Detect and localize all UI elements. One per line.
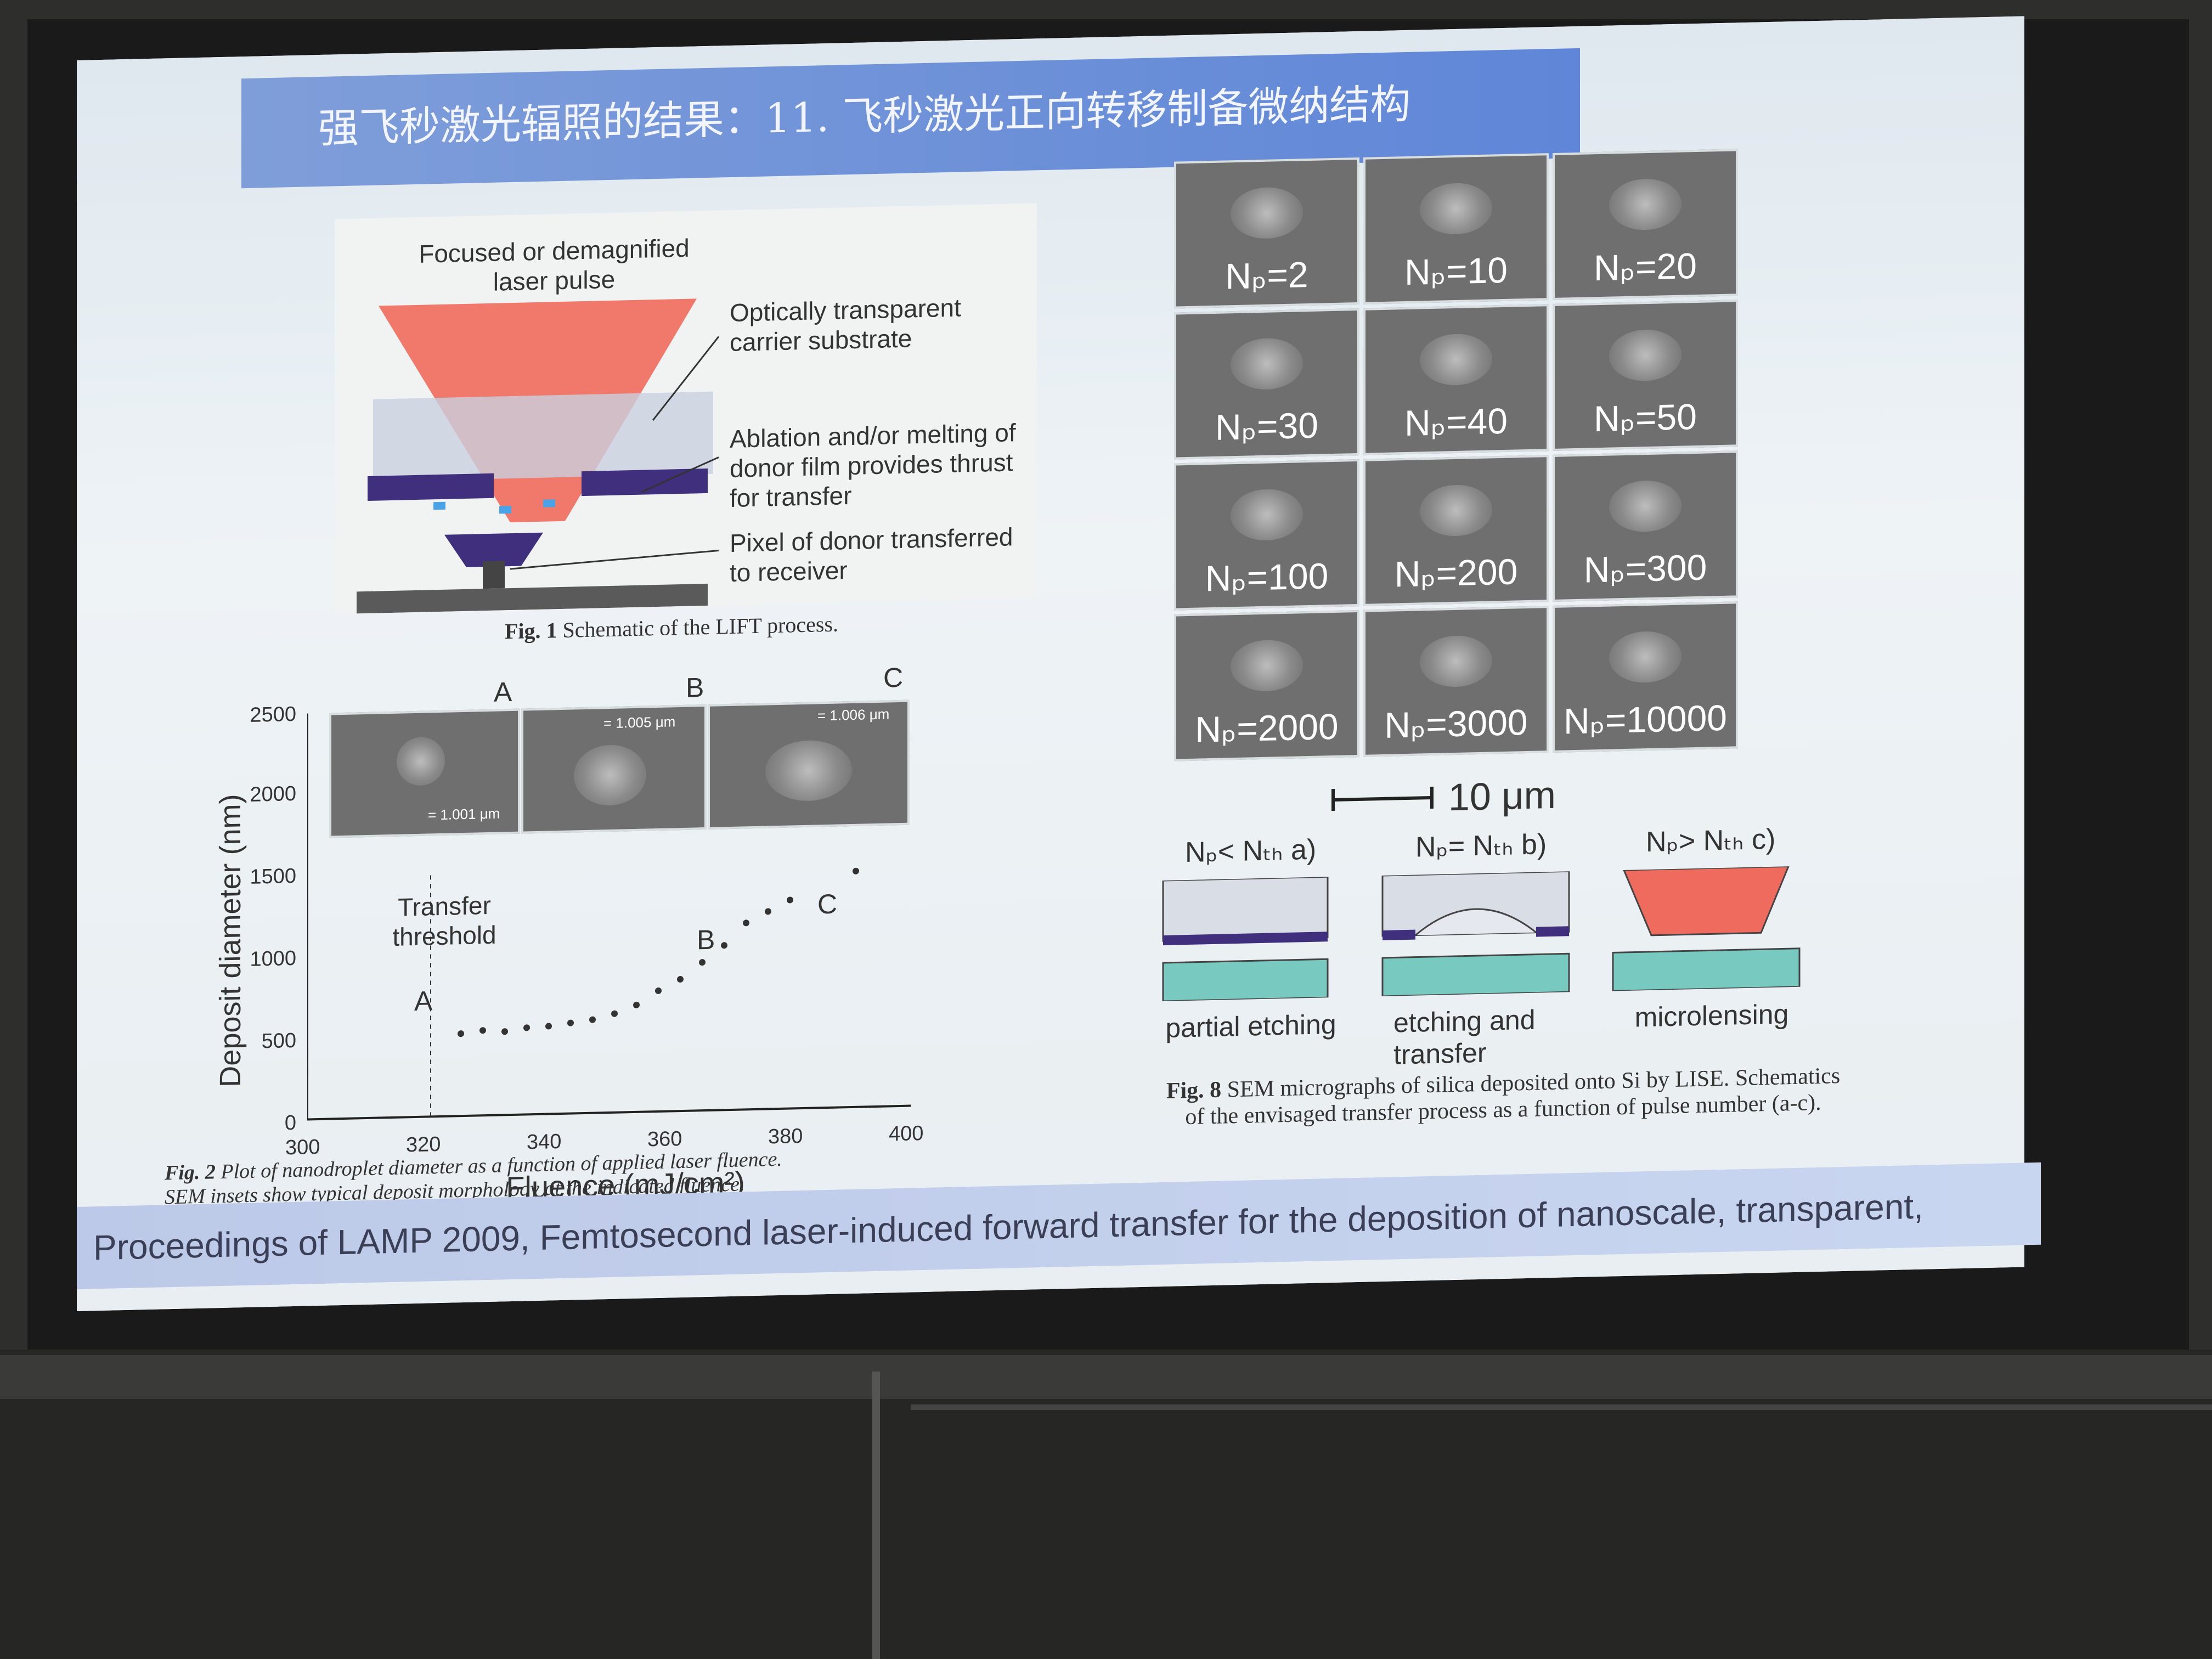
ytick-2000: 2000 (250, 782, 296, 806)
transfer-schematic-drawings (1162, 865, 1801, 1002)
xtick-380: 380 (768, 1124, 803, 1149)
point-label-a: A (414, 985, 433, 1017)
ytick-2500: 2500 (250, 702, 296, 727)
sem-tile: Nₚ=10 (1363, 153, 1549, 304)
fig8-schematics: Nₚ< Nₜₕ a) Nₚ= Nₜₕ b) Nₚ> Nₜₕ c) partial… (1152, 821, 1854, 1070)
fig8-sem-grid: Nₚ=2 Nₚ=10 Nₚ=20 Nₚ=30 Nₚ=40 Nₚ=50 Nₚ=10… (1174, 148, 1767, 765)
inset-scale-c: = 1.006 μm (817, 706, 890, 724)
xtick-400: 400 (889, 1121, 924, 1146)
board-frame (911, 1404, 2212, 1410)
fig2-data-points (458, 867, 859, 1037)
schematic-title-b: Nₚ= Nₜₕ b) (1415, 828, 1547, 864)
ytick-500: 500 (261, 1029, 296, 1053)
scale-bar-label: 10 μm (1448, 773, 1556, 819)
sem-tile: Nₚ=300 (1553, 450, 1738, 602)
schematic-label-c: microlensing (1634, 998, 1789, 1033)
chalkboard (0, 1350, 2212, 1659)
inset-scale-b: = 1.005 μm (603, 713, 676, 732)
sem-tile: Nₚ=10000 (1553, 601, 1738, 753)
sem-tile: Nₚ=3000 (1363, 606, 1549, 757)
label-ablation: Ablation and/or melting of donor film pr… (730, 418, 1016, 512)
inset-scale-a: = 1.001 μm (428, 805, 500, 823)
xtick-360: 360 (647, 1127, 682, 1152)
scale-bar: 10 μm (1328, 771, 1657, 822)
ytick-0: 0 (284, 1111, 296, 1135)
schematic-label-a: partial etching (1165, 1008, 1336, 1043)
sem-tile: Nₚ=200 (1363, 455, 1549, 606)
sem-tile: Nₚ=50 (1553, 300, 1738, 451)
point-label-b: B (697, 924, 715, 956)
sem-tile: Nₚ=20 (1553, 149, 1738, 300)
inset-label-a: A (494, 676, 512, 708)
fig2-plot: Deposit diameter (nm) 2500 2000 1500 100… (187, 662, 1053, 1205)
sem-tile: Nₚ=100 (1174, 459, 1359, 611)
sem-tile: Nₚ=40 (1363, 304, 1549, 455)
chalk-tray (0, 1355, 2212, 1399)
schematic-title-c: Nₚ> Nₜₕ c) (1646, 823, 1776, 859)
lift-schematic-drawing (357, 298, 720, 614)
inset-label-c: C (883, 662, 904, 693)
schematic-label-b: etching and transfer (1393, 1004, 1536, 1070)
inset-label-b: B (686, 672, 704, 703)
sem-tile: Nₚ=30 (1174, 308, 1359, 460)
fig1-schematic: Focused or demagnified laser pulse Optic… (335, 203, 1037, 614)
label-carrier-substrate: Optically transparent carrier substrate (730, 293, 961, 357)
slide: 强飞秒激光辐照的结果：11. 飞秒激光正向转移制备微纳结构 Focused or… (77, 16, 2041, 1312)
xtick-340: 340 (527, 1130, 562, 1154)
label-laser-pulse: Focused or demagnified laser pulse (419, 233, 690, 296)
fig2-y-ticks: 2500 2000 1500 1000 500 0 (247, 702, 296, 1135)
ytick-1500: 1500 (250, 864, 296, 889)
fig2-axes (307, 713, 911, 1121)
ytick-1000: 1000 (250, 946, 296, 971)
sem-tile: Nₚ=2 (1174, 157, 1359, 309)
board-divider (872, 1372, 880, 1659)
schematic-title-a: Nₚ< Nₜₕ a) (1185, 833, 1317, 869)
transfer-threshold-label: Transfer threshold (392, 890, 496, 951)
sem-tile: Nₚ=2000 (1174, 610, 1359, 761)
xtick-300: 300 (285, 1135, 320, 1160)
xtick-320: 320 (406, 1132, 441, 1157)
point-label-c: C (817, 888, 838, 920)
label-pixel-transfer: Pixel of donor transferred to receiver (730, 522, 1013, 587)
fig2-ylabel: Deposit diameter (nm) (214, 793, 247, 1088)
